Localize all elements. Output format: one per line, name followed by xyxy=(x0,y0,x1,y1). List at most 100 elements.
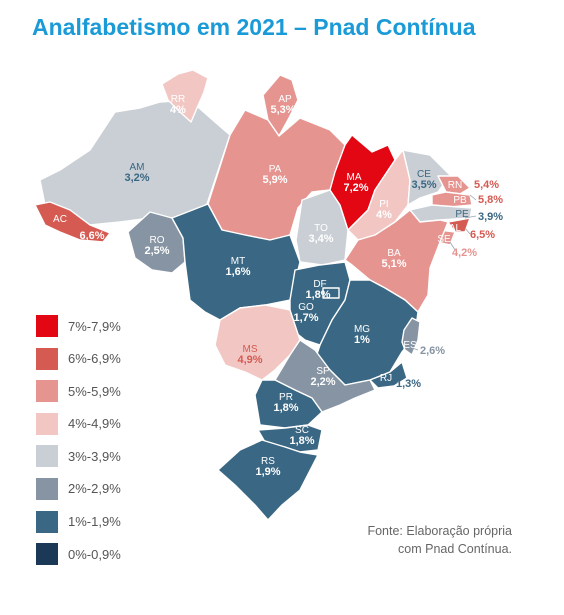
value-pr: 1,8% xyxy=(273,402,298,414)
legend-label: 4%-4,9% xyxy=(68,416,121,432)
state-rn[interactable] xyxy=(437,175,471,195)
value-mg: 1% xyxy=(354,334,370,346)
legend-swatch xyxy=(36,315,58,337)
value-rj: 1,3% xyxy=(396,378,421,390)
value-ms: 4,9% xyxy=(237,354,262,366)
map-title: Analfabetismo em 2021 – Pnad Contínua xyxy=(32,14,476,40)
value-df: 1,8% xyxy=(305,289,330,301)
label-rs: RS 1,9% xyxy=(255,456,280,478)
label-pe: PE 3,9% xyxy=(455,209,503,223)
value-pa: 5,9% xyxy=(262,174,287,186)
label-ba: BA 5,1% xyxy=(381,248,406,270)
label-to: TO 3,4% xyxy=(308,223,333,245)
value-pe: 3,9% xyxy=(478,211,503,223)
value-ap: 5,3% xyxy=(270,104,295,116)
state-es[interactable] xyxy=(401,317,421,356)
label-df: DF 1,8% xyxy=(305,279,330,301)
sigla-ms: MS xyxy=(243,344,258,355)
sigla-es: ES xyxy=(403,340,417,351)
sigla-pa: PA xyxy=(269,164,282,175)
sigla-sp: SP xyxy=(316,366,330,377)
sigla-ma: MA xyxy=(347,172,362,183)
legend-item: 3%-3,9% xyxy=(36,443,121,469)
sigla-ac: AC xyxy=(53,214,67,225)
value-rr: 4% xyxy=(170,104,186,116)
state-ac[interactable] xyxy=(34,201,111,243)
legend-item: 6%-6,9% xyxy=(36,346,121,372)
value-se: 4,2% xyxy=(452,247,477,259)
label-sp: SP 2,2% xyxy=(310,366,335,388)
sigla-ap: AP xyxy=(278,94,292,105)
state-ce[interactable] xyxy=(402,149,451,206)
value-pi: 4% xyxy=(376,209,392,221)
legend-label: 0%-0,9% xyxy=(68,546,121,562)
state-df[interactable] xyxy=(322,287,340,299)
legend-item: 4%-4,9% xyxy=(36,411,121,437)
sigla-pe: PE xyxy=(455,209,469,220)
sigla-rj: RJ xyxy=(380,373,392,384)
state-ms[interactable] xyxy=(214,304,301,381)
sigla-am: AM xyxy=(130,162,145,173)
sigla-al: AL xyxy=(449,223,462,234)
value-ma: 7,2% xyxy=(343,182,368,194)
value-rs: 1,9% xyxy=(255,466,280,478)
legend-item: 0%-0,9% xyxy=(36,541,121,567)
label-connectors xyxy=(396,194,477,384)
label-ap: AP 5,3% xyxy=(270,94,295,116)
legend-swatch xyxy=(36,543,58,566)
sigla-pi: PI xyxy=(379,199,388,210)
state-rj[interactable] xyxy=(369,361,408,389)
state-rr[interactable] xyxy=(161,69,209,123)
legend-label: 1%-1,9% xyxy=(68,514,121,530)
label-rn: RN 5,4% xyxy=(448,179,500,191)
label-sc: SC 1,8% xyxy=(289,425,314,447)
state-ma[interactable] xyxy=(329,134,396,231)
value-mt: 1,6% xyxy=(225,266,250,278)
label-ac: AC 6,6% xyxy=(53,214,105,242)
sigla-se: SE xyxy=(437,234,451,245)
sigla-ba: BA xyxy=(387,248,401,259)
value-go: 1,7% xyxy=(293,312,318,324)
label-pa: PA 5,9% xyxy=(262,164,287,186)
value-sp: 2,2% xyxy=(310,376,335,388)
value-pb: 5,8% xyxy=(478,194,503,206)
legend-item: 2%-2,9% xyxy=(36,476,121,502)
map-legend: 7%-7,9% 6%-6,9% 5%-5,9% 4%-4,9% 3%-3,9% … xyxy=(36,313,121,574)
value-am: 3,2% xyxy=(124,172,149,184)
label-pi: PI 4% xyxy=(376,199,392,221)
legend-label: 2%-2,9% xyxy=(68,481,121,497)
state-al[interactable] xyxy=(447,217,471,233)
sigla-rn: RN xyxy=(448,180,462,191)
legend-swatch xyxy=(36,510,58,533)
value-es: 2,6% xyxy=(420,345,445,357)
legend-swatch xyxy=(36,380,58,403)
state-ba[interactable] xyxy=(344,209,449,313)
label-es: ES 2,6% xyxy=(403,340,445,357)
label-ro: RO 2,5% xyxy=(144,235,169,257)
sigla-go: GO xyxy=(298,302,314,313)
sigla-sc: SC xyxy=(295,425,309,436)
label-al: AL 6,5% xyxy=(449,223,495,241)
legend-swatch xyxy=(36,477,58,500)
sigla-df: DF xyxy=(313,279,326,290)
label-pr: PR 1,8% xyxy=(273,392,298,414)
value-to: 3,4% xyxy=(308,233,333,245)
legend-item: 7%-7,9% xyxy=(36,313,121,339)
legend-swatch xyxy=(36,412,58,435)
legend-label: 7%-7,9% xyxy=(68,318,121,334)
legend-swatch xyxy=(36,347,58,370)
label-se: SE 4,2% xyxy=(437,234,477,259)
legend-label: 6%-6,9% xyxy=(68,351,121,367)
sigla-rs: RS xyxy=(261,456,275,467)
sigla-rr: RR xyxy=(171,94,185,105)
sigla-pr: PR xyxy=(279,392,293,403)
label-pb: PB 5,8% xyxy=(453,194,503,206)
legend-item: 1%-1,9% xyxy=(36,509,121,535)
state-pr[interactable] xyxy=(254,379,323,429)
state-rs[interactable] xyxy=(217,439,319,521)
value-ro: 2,5% xyxy=(144,245,169,257)
label-ce: CE 3,5% xyxy=(411,169,436,191)
legend-label: 5%-5,9% xyxy=(68,383,121,399)
sigla-ro: RO xyxy=(150,235,165,246)
